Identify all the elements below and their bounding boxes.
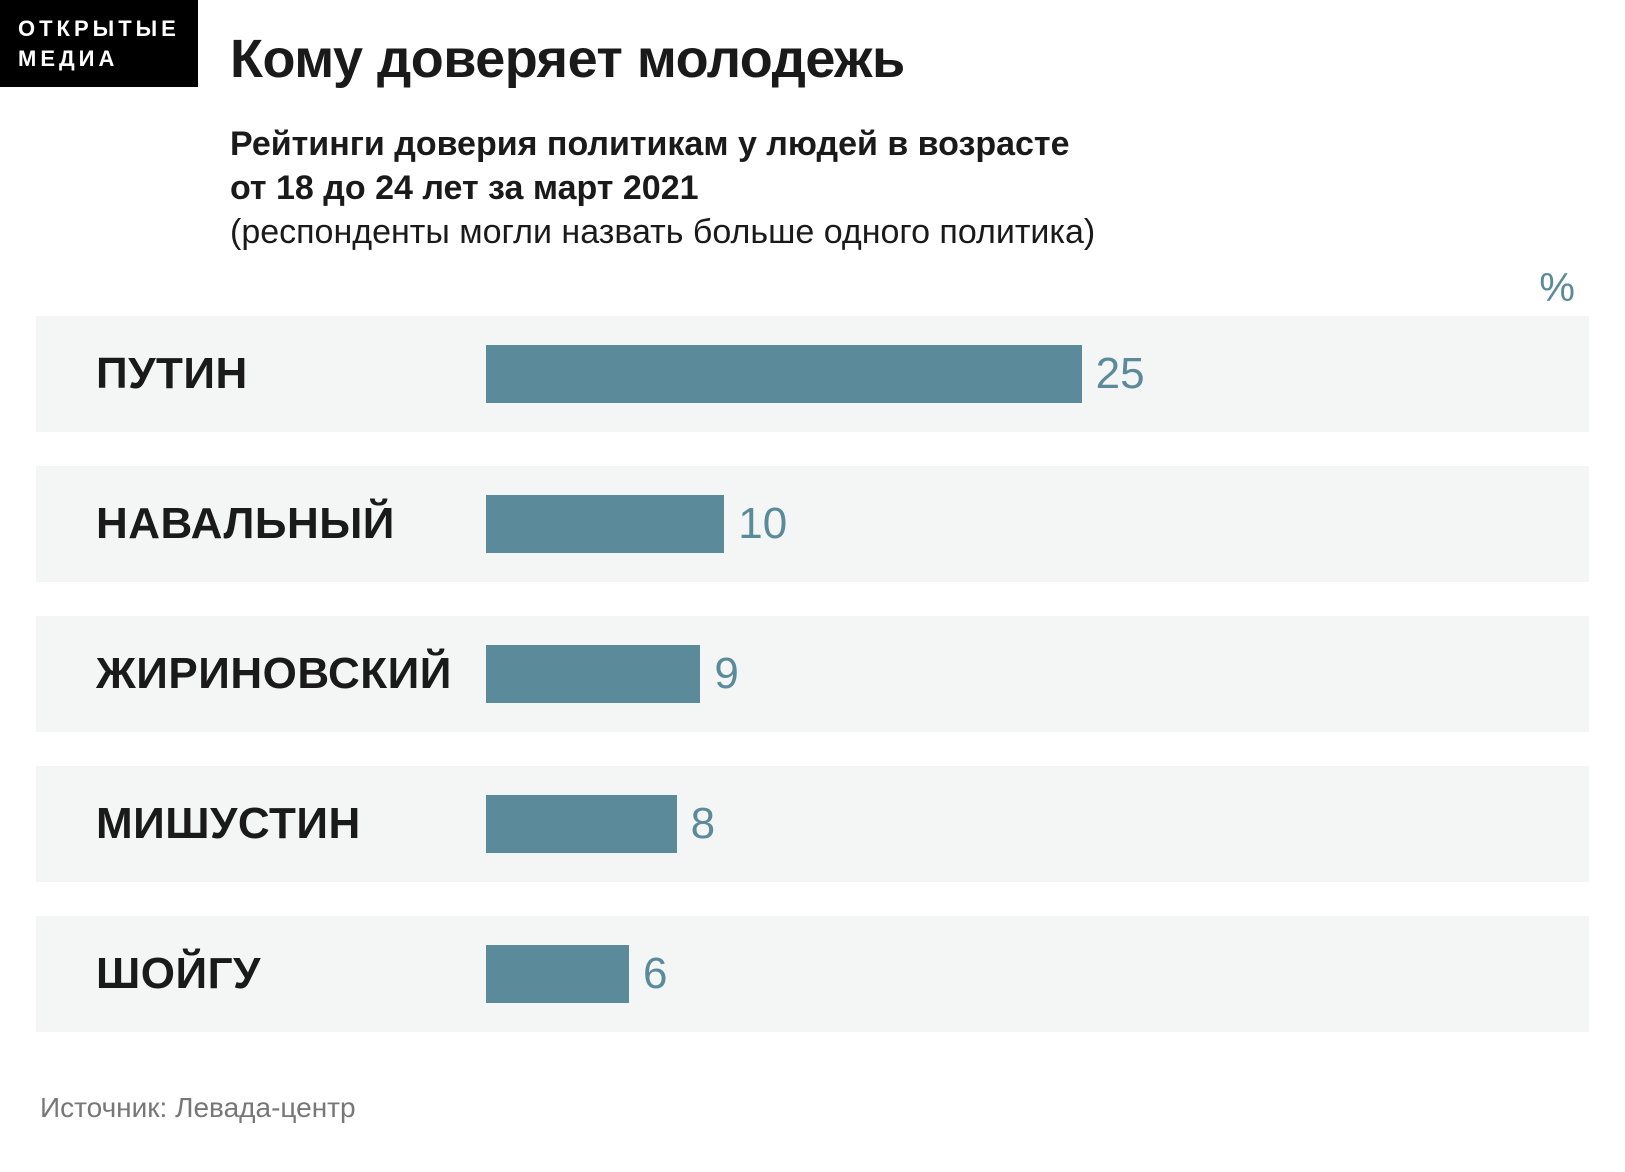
bar-chart: ПУТИН 25 НАВАЛЬНЫЙ 10 ЖИРИНОВСКИЙ 9 МИШУСТИН 8 Ш…	[36, 316, 1589, 1066]
bar	[486, 645, 700, 703]
bar	[486, 345, 1082, 403]
bar	[486, 495, 724, 553]
bar-value: 8	[691, 799, 715, 849]
brand-logo-line1: ОТКРЫТЫЕ	[18, 14, 180, 44]
infographic-page: ОТКРЫТЫЕ МЕДИА Кому доверяет молодежь Ре…	[0, 0, 1625, 1172]
brand-logo-line2: МЕДИА	[18, 44, 180, 74]
chart-row: НАВАЛЬНЫЙ 10	[36, 466, 1589, 582]
row-label: ЖИРИНОВСКИЙ	[36, 649, 486, 699]
bar-area: 6	[486, 916, 1589, 1032]
bar	[486, 945, 629, 1003]
row-label: МИШУСТИН	[36, 799, 486, 849]
bar-value: 9	[714, 649, 738, 699]
chart-header: Кому доверяет молодежь Рейтинги доверия …	[230, 28, 1565, 255]
bar	[486, 795, 677, 853]
chart-row: ПУТИН 25	[36, 316, 1589, 432]
unit-label: %	[1539, 266, 1575, 311]
bar-value: 25	[1096, 349, 1145, 399]
source-label: Источник: Левада-центр	[40, 1092, 356, 1124]
bar-area: 9	[486, 616, 1589, 732]
bar-value: 10	[738, 499, 787, 549]
bar-value: 6	[643, 949, 667, 999]
chart-subtitle-line1: Рейтинги доверия политикам у людей в воз…	[230, 122, 1565, 166]
chart-row: ЖИРИНОВСКИЙ 9	[36, 616, 1589, 732]
chart-title: Кому доверяет молодежь	[230, 28, 1565, 90]
chart-subtitle-line2: от 18 до 24 лет за март 2021	[230, 166, 1565, 210]
row-label: НАВАЛЬНЫЙ	[36, 499, 486, 549]
chart-row: ШОЙГУ 6	[36, 916, 1589, 1032]
bar-area: 25	[486, 316, 1589, 432]
chart-subtitle-note: (респонденты могли назвать больше одного…	[230, 210, 1565, 254]
chart-row: МИШУСТИН 8	[36, 766, 1589, 882]
brand-logo: ОТКРЫТЫЕ МЕДИА	[0, 0, 198, 87]
bar-area: 8	[486, 766, 1589, 882]
bar-area: 10	[486, 466, 1589, 582]
row-label: ПУТИН	[36, 349, 486, 399]
row-label: ШОЙГУ	[36, 949, 486, 999]
